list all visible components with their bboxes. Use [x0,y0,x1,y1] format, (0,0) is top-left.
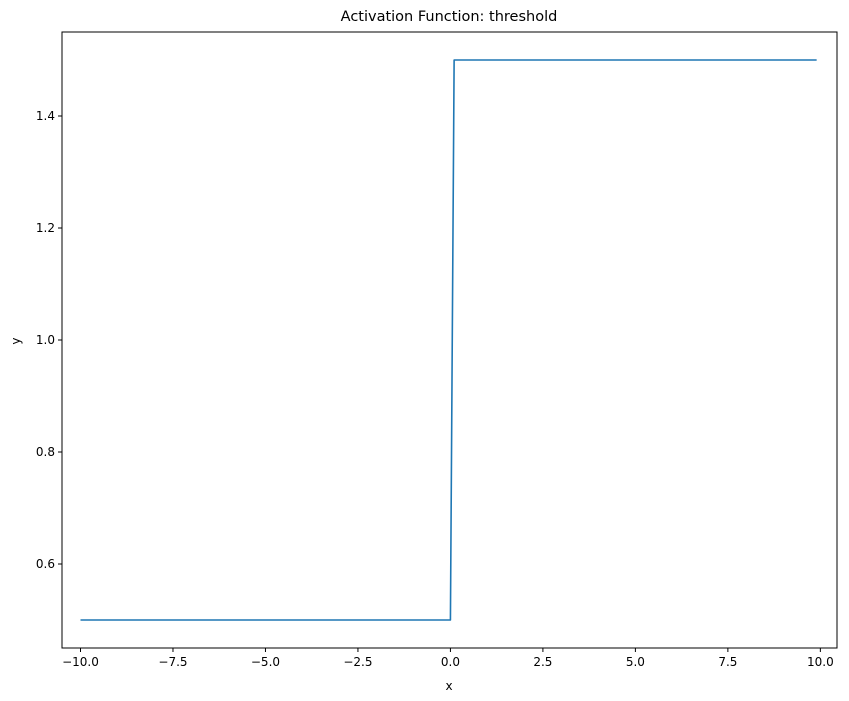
y-tick-label: 1.0 [36,333,55,347]
x-tick-label: −10.0 [62,655,99,669]
x-tick-label: 10.0 [807,655,834,669]
plot-frame [61,31,838,649]
x-tick-label: −5.0 [251,655,280,669]
y-axis-ticks: 0.6 0.8 1.0 1.2 1.4 [36,109,62,571]
y-axis-label: y [9,337,23,344]
y-tick-label: 0.6 [36,557,55,571]
x-tick-label: 2.5 [533,655,552,669]
chart-title: Activation Function: threshold [341,9,558,25]
x-tick-label: 7.5 [718,655,737,669]
series-line [80,59,817,621]
series-layer [80,59,817,621]
x-tick-label: −2.5 [343,655,372,669]
y-tick-label: 0.8 [36,445,55,459]
y-tick-label: 1.4 [36,109,55,123]
x-tick-label: 5.0 [626,655,645,669]
x-axis-label: x [445,679,452,693]
y-tick-label: 1.2 [36,221,55,235]
x-tick-label: 0.0 [441,655,460,669]
plot-area [61,31,838,649]
x-axis-ticks: −10.0 −7.5 −5.0 −2.5 0.0 2.5 5.0 7.5 10.0 [62,648,834,669]
x-tick-label: −7.5 [158,655,187,669]
